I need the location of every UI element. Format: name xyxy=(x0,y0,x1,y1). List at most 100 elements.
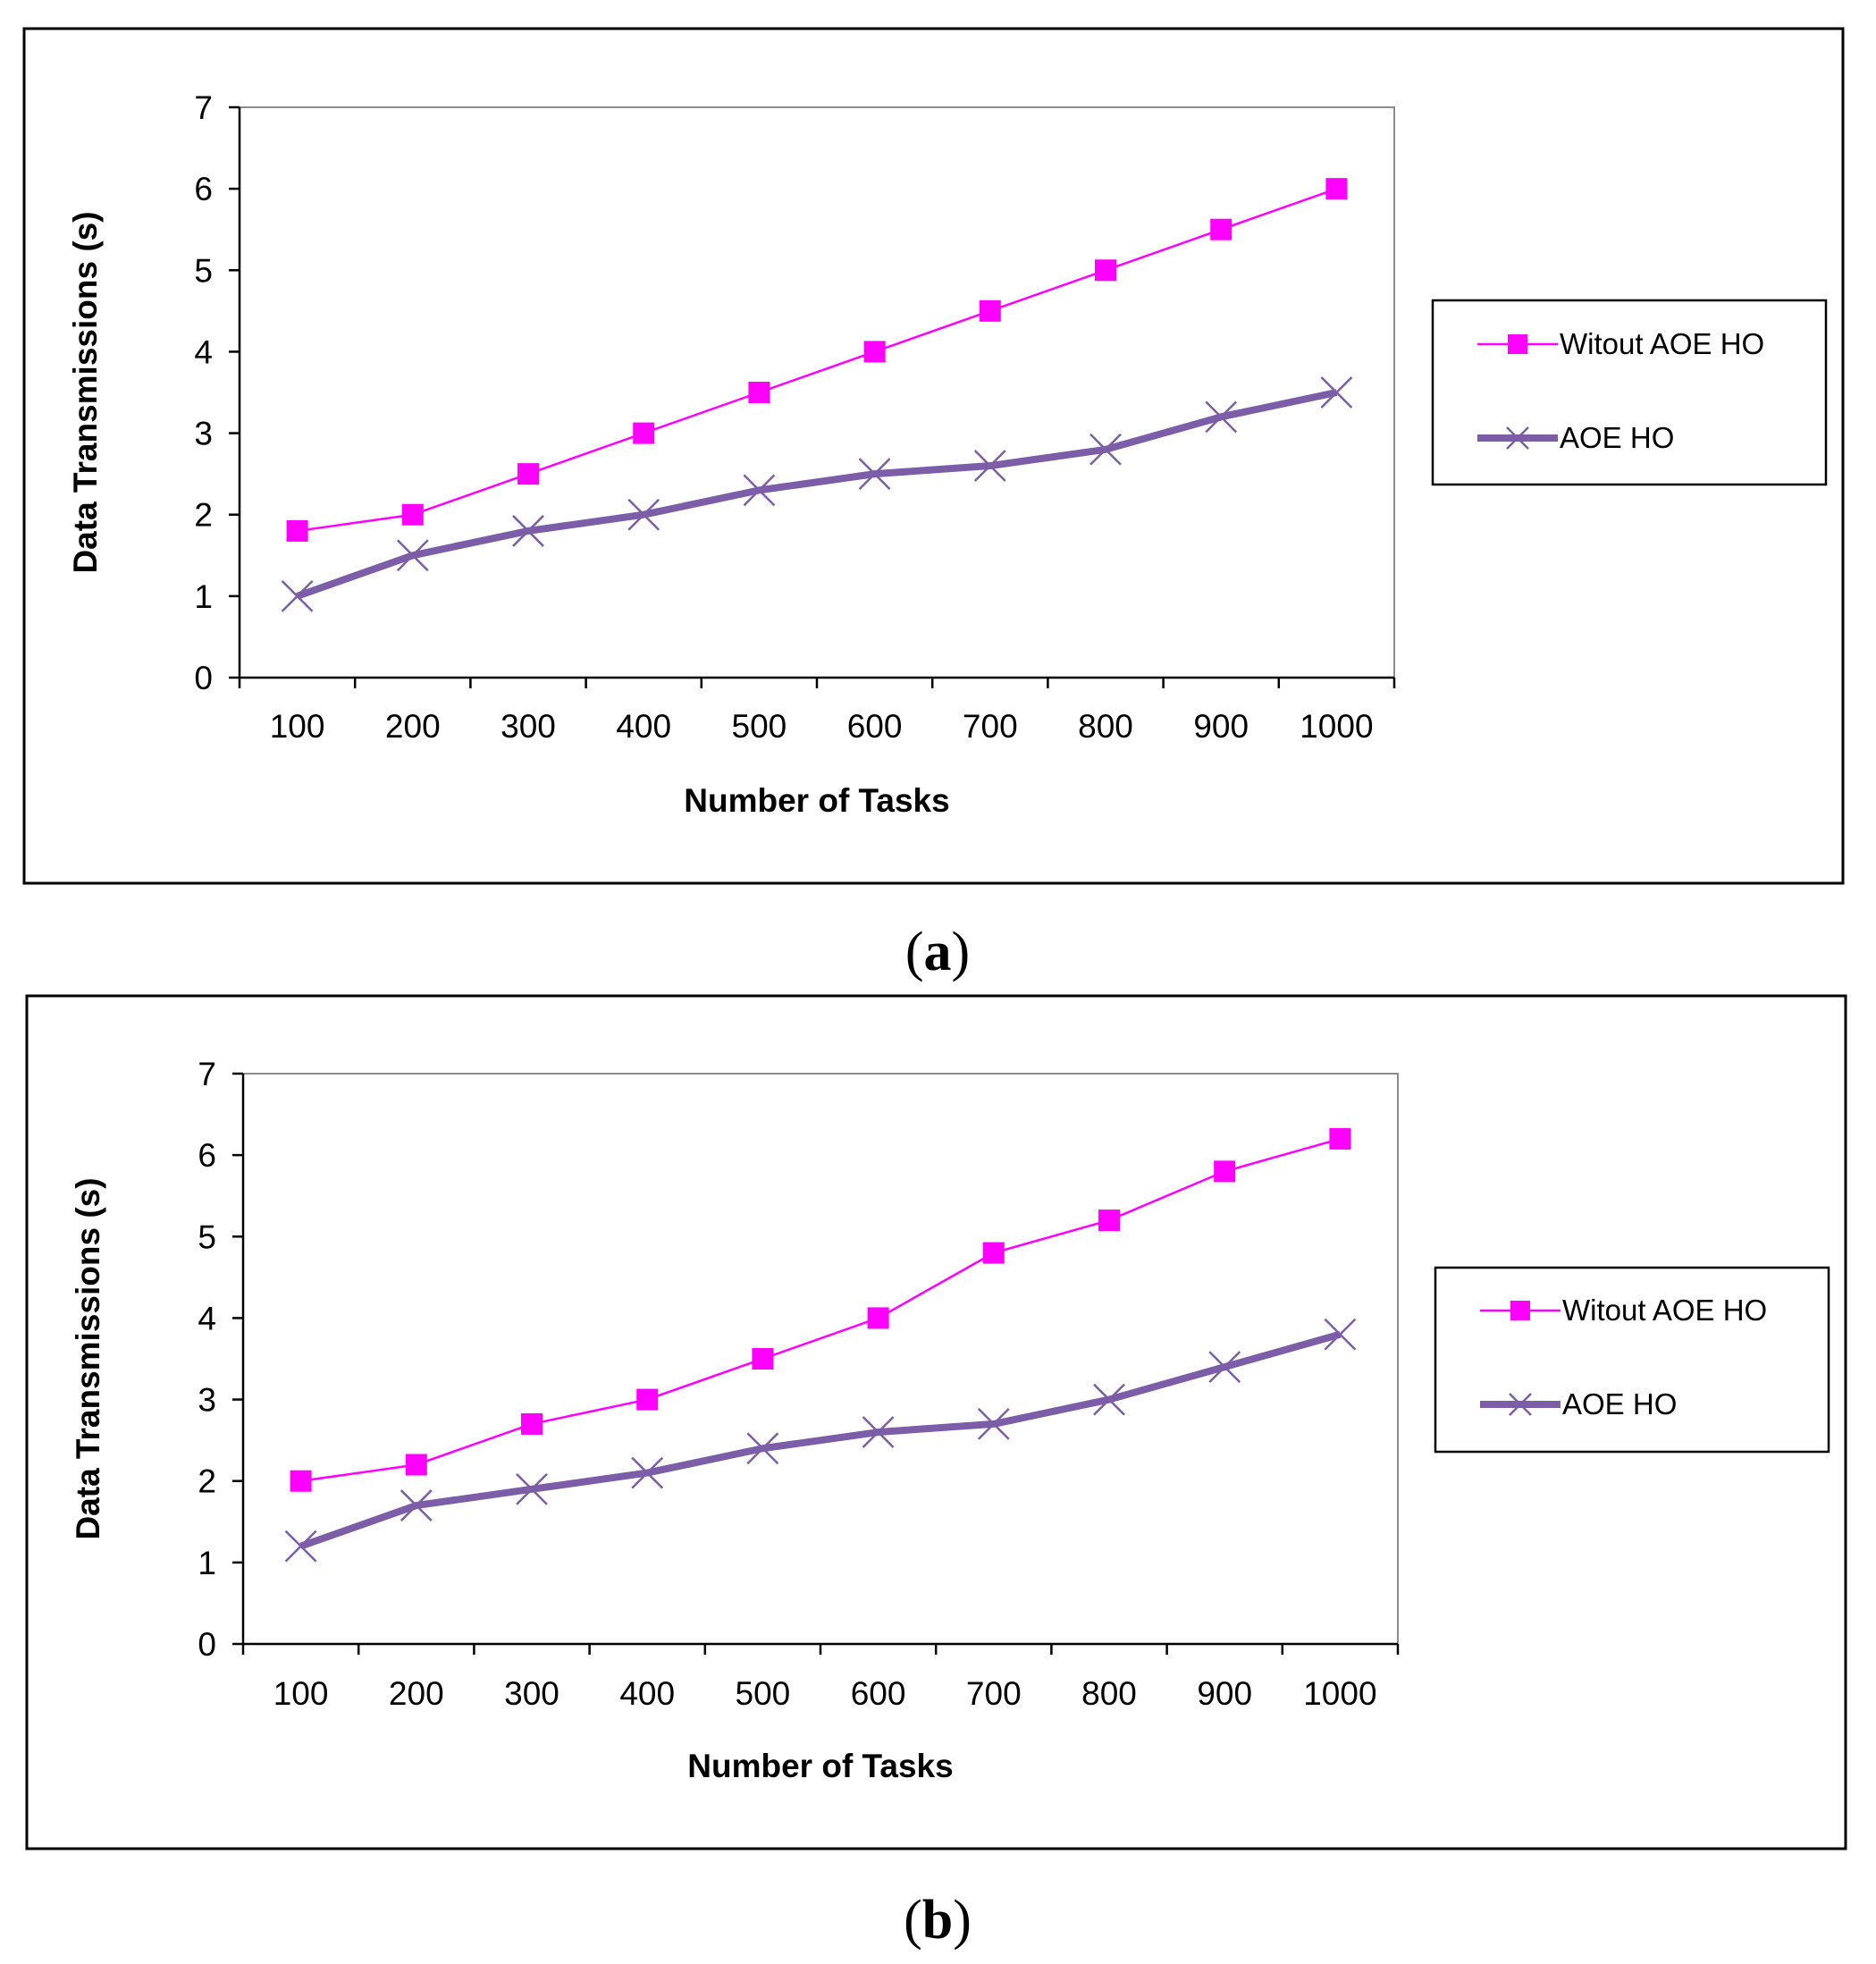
x-tick-label: 200 xyxy=(389,1675,444,1712)
y-tick-label: 5 xyxy=(198,1218,216,1255)
series-line xyxy=(296,389,1338,600)
y-tick-label: 3 xyxy=(194,416,213,452)
data-point-marker xyxy=(633,422,655,444)
legend-label: Witout AOE HO xyxy=(1560,327,1764,360)
x-tick-label: 500 xyxy=(732,708,787,745)
x-tick-label: 100 xyxy=(270,708,325,745)
x-tick-label: 1000 xyxy=(1300,708,1373,745)
data-point-marker xyxy=(512,515,544,547)
x-tick-label: 500 xyxy=(736,1675,791,1712)
y-tick-label: 6 xyxy=(198,1137,216,1174)
data-point-marker xyxy=(631,1456,664,1489)
legend-item: AOE HO xyxy=(1477,421,1674,454)
legend-swatch-marker xyxy=(1508,334,1527,354)
data-point-marker xyxy=(627,498,660,531)
plot-area xyxy=(239,106,1395,679)
legend-label: AOE HO xyxy=(1560,421,1674,454)
data-point-marker xyxy=(1329,1127,1351,1150)
x-tick-label: 200 xyxy=(385,708,441,745)
data-point-marker xyxy=(1089,433,1122,466)
data-point-marker xyxy=(1095,259,1116,282)
data-point-marker xyxy=(1098,1210,1120,1232)
y-tick-label: 2 xyxy=(194,497,213,534)
y-tick-label: 6 xyxy=(194,171,213,207)
data-point-marker xyxy=(752,1348,774,1370)
data-point-marker xyxy=(400,1489,433,1521)
panel-caption: (b) xyxy=(904,1890,972,1951)
x-tick-label: 600 xyxy=(851,1675,906,1712)
y-tick-label: 5 xyxy=(194,252,213,289)
data-point-marker xyxy=(1205,400,1238,434)
series-line xyxy=(299,1330,1342,1550)
y-tick-label: 0 xyxy=(198,1626,216,1663)
data-point-marker xyxy=(743,474,776,507)
x-tick-label: 400 xyxy=(619,1675,675,1712)
y-tick-label: 1 xyxy=(194,578,213,615)
legend-item: Witout AOE HO xyxy=(1477,327,1764,360)
legend-swatch-marker xyxy=(1510,1301,1530,1320)
data-point-marker xyxy=(521,1412,543,1435)
data-point-marker xyxy=(748,382,770,403)
data-point-marker xyxy=(746,1432,779,1465)
data-point-marker xyxy=(858,458,891,491)
y-tick-label: 2 xyxy=(198,1463,216,1500)
data-point-marker xyxy=(396,539,429,572)
panel-caption: (a) xyxy=(905,922,970,982)
series-line xyxy=(297,187,1337,533)
y-tick-label: 7 xyxy=(198,1056,216,1092)
x-tick-label: 700 xyxy=(966,1675,1022,1712)
plot-area xyxy=(242,1073,1399,1645)
series-aoe-ho xyxy=(284,1318,1357,1563)
data-point-marker xyxy=(867,1307,889,1329)
legend-box xyxy=(1434,1266,1830,1454)
legend-item: AOE HO xyxy=(1480,1387,1677,1420)
legend-swatch-marker xyxy=(1506,426,1529,450)
series-witout-aoe-ho xyxy=(286,178,1348,542)
legend: Witout AOE HO AOE HO xyxy=(1434,1266,1830,1454)
x-tick-label: 900 xyxy=(1197,1675,1252,1712)
y-tick-label: 4 xyxy=(198,1300,216,1336)
x-tick-label: 300 xyxy=(501,708,556,745)
data-point-marker xyxy=(977,1408,1010,1440)
data-point-marker xyxy=(979,299,1001,322)
y-axis-title: Data Transmissions (s) xyxy=(67,211,104,573)
data-point-marker xyxy=(862,1416,895,1448)
data-point-marker xyxy=(982,1242,1005,1264)
data-point-marker xyxy=(286,519,308,542)
data-point-marker xyxy=(290,1470,312,1492)
chart-panel-a: 0 1 2 3 4 5 6 7 100 200 300 400 500 600 700 800 900 1000 N… xyxy=(22,27,1845,982)
series-witout-aoe-ho xyxy=(290,1127,1351,1492)
x-tick-label: 700 xyxy=(963,708,1018,745)
data-point-marker xyxy=(517,463,539,485)
data-point-marker xyxy=(1325,178,1348,200)
legend-item: Witout AOE HO xyxy=(1480,1294,1767,1327)
data-point-marker xyxy=(1214,1160,1236,1183)
x-tick-label: 300 xyxy=(504,1675,559,1712)
data-point-marker xyxy=(281,579,314,612)
x-tick-label: 100 xyxy=(273,1675,329,1712)
data-point-marker xyxy=(973,450,1006,482)
x-axis-title: Number of Tasks xyxy=(684,782,949,819)
data-point-marker xyxy=(1320,376,1353,409)
x-tick-label: 400 xyxy=(616,708,671,745)
series-line xyxy=(300,1137,1341,1482)
x-tick-label: 1000 xyxy=(1303,1675,1376,1712)
chart-panel-b: 0 1 2 3 4 5 6 7 100 200 300 400 500 600 700 800 900 1000 N… xyxy=(25,994,1847,1951)
x-tick-label: 800 xyxy=(1081,1675,1137,1712)
y-tick-label: 7 xyxy=(194,89,213,126)
y-tick-label: 4 xyxy=(194,333,213,370)
data-point-marker xyxy=(1208,1351,1241,1383)
y-tick-label: 0 xyxy=(194,660,213,696)
y-tick-label: 1 xyxy=(198,1545,216,1581)
data-point-marker xyxy=(1210,218,1232,240)
legend-label: Witout AOE HO xyxy=(1562,1294,1767,1327)
data-point-marker xyxy=(636,1388,659,1411)
y-axis-title: Data Transmissions (s) xyxy=(70,1177,106,1539)
legend-label: AOE HO xyxy=(1562,1387,1677,1420)
x-axis-title: Number of Tasks xyxy=(687,1748,953,1784)
x-tick-label: 800 xyxy=(1078,708,1133,745)
legend-swatch-marker xyxy=(1509,1393,1532,1416)
legend-box xyxy=(1431,299,1828,486)
data-point-marker xyxy=(1093,1383,1125,1416)
